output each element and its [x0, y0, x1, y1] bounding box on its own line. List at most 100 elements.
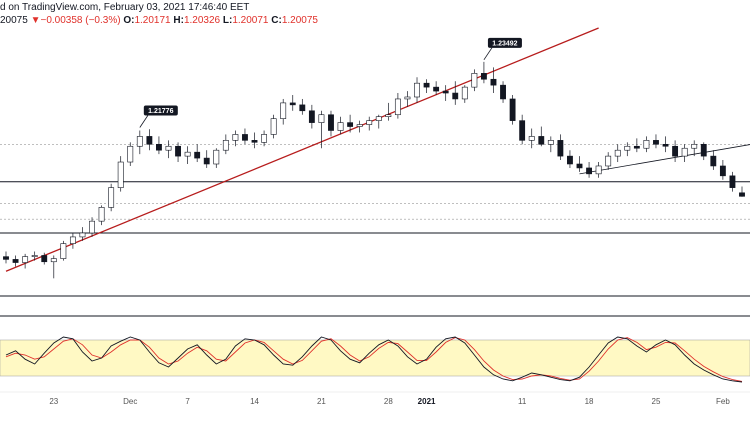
candle-body	[251, 140, 258, 143]
candle-body	[480, 73, 487, 80]
candle-body	[586, 167, 592, 175]
candle-body	[222, 140, 229, 151]
candle	[423, 79, 430, 94]
candle	[347, 114, 354, 133]
candle	[89, 217, 95, 237]
candle-body	[356, 124, 363, 127]
candle-body	[700, 143, 707, 157]
candlesticks	[3, 61, 745, 279]
candle	[681, 144, 688, 163]
candle-body	[165, 145, 172, 151]
candle	[528, 128, 535, 149]
callout-label: 1.23492	[492, 40, 517, 47]
candle-body	[624, 145, 631, 151]
price-callout-0: 1.21776	[139, 105, 178, 128]
candle	[461, 85, 468, 103]
high-value: 1.20326	[183, 15, 221, 26]
candle	[232, 130, 239, 147]
time-axis: 23 Dec 7 14 21 28 2021 11 18 25 Feb	[0, 391, 750, 406]
candle-body	[729, 175, 736, 188]
candle-body	[146, 136, 153, 145]
candle	[662, 136, 669, 153]
candle-body	[79, 232, 86, 238]
candle	[127, 142, 134, 166]
candle-body	[557, 140, 564, 157]
candle-body	[672, 145, 679, 157]
candle	[633, 138, 640, 153]
candle-body	[461, 86, 468, 100]
open-label: O:	[123, 15, 135, 26]
candle	[538, 126, 545, 147]
candle	[222, 134, 229, 155]
candle-body	[500, 84, 506, 100]
trendlines	[5, 27, 750, 272]
candle-body	[433, 86, 440, 92]
candle	[69, 232, 76, 249]
candle	[299, 98, 306, 115]
candle-body	[710, 155, 717, 167]
callout-label: 1.21776	[148, 108, 173, 115]
callout-pointer	[139, 115, 149, 128]
x-tick-label: 28	[384, 397, 393, 406]
candle-body	[280, 102, 287, 119]
candle	[433, 81, 440, 96]
candle	[576, 156, 583, 172]
candle	[289, 95, 296, 111]
candle-body	[662, 143, 669, 147]
candle	[146, 129, 153, 151]
candle	[414, 77, 420, 103]
x-tick-label: 14	[250, 397, 259, 406]
candle	[471, 69, 478, 92]
price-callout-1: 1.23492	[483, 37, 522, 61]
candle	[672, 140, 679, 163]
candle	[175, 142, 181, 163]
candle	[643, 136, 650, 153]
candle-body	[366, 120, 373, 125]
candle-body	[261, 134, 268, 143]
candle-body	[653, 140, 659, 145]
candle	[270, 114, 277, 139]
candle-body	[643, 140, 650, 149]
stochastic-band	[0, 339, 750, 377]
candle	[31, 251, 38, 261]
candle-body	[127, 145, 134, 163]
candle-body	[60, 243, 67, 259]
candle	[108, 183, 115, 212]
candle-body	[98, 207, 105, 222]
candle	[261, 130, 268, 147]
candle-body	[117, 161, 124, 188]
candle	[691, 140, 698, 157]
candle	[280, 98, 287, 125]
candle-body	[328, 114, 334, 131]
candle	[22, 253, 29, 269]
open-value: 1.20171	[134, 15, 171, 26]
candle	[394, 93, 401, 119]
candle-body	[423, 82, 430, 88]
stochastic-pane	[0, 315, 750, 383]
candle-body	[108, 187, 115, 208]
candle	[194, 144, 201, 163]
candle-body	[232, 134, 239, 141]
candle	[700, 142, 707, 161]
candle	[318, 110, 325, 149]
candle	[60, 240, 67, 261]
candle-body	[347, 122, 354, 127]
candle	[98, 205, 105, 226]
candle	[165, 140, 172, 159]
candle	[729, 171, 736, 192]
trendline-0	[5, 27, 599, 272]
candle-body	[633, 145, 640, 149]
candle-body	[509, 98, 516, 121]
callout-pointer	[483, 47, 493, 61]
candle-body	[242, 134, 248, 141]
x-tick-label: Feb	[716, 397, 730, 406]
x-tick-label: 2021	[418, 397, 436, 406]
candle-body	[681, 147, 688, 157]
candle-body	[691, 143, 698, 149]
candle-body	[41, 255, 48, 263]
candle-body	[3, 256, 9, 260]
horizontal-levels	[0, 143, 750, 297]
candle-body	[136, 136, 143, 147]
candle	[242, 128, 248, 145]
